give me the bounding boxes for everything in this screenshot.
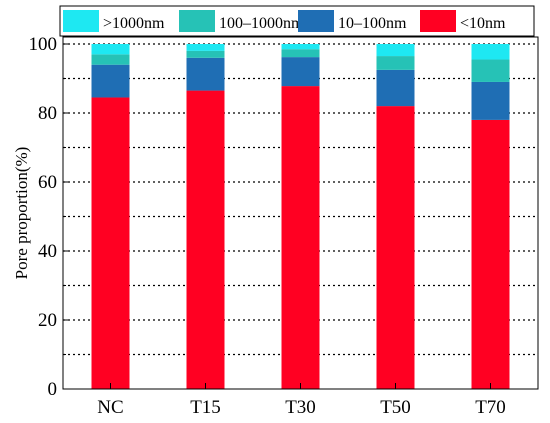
legend: >1000nm 100–1000nm 10–100nm <10nm [59, 5, 535, 37]
y-tick-label: 100 [29, 34, 58, 55]
bar-segment [471, 44, 510, 60]
bar-segment [91, 64, 130, 98]
bar-segment [91, 44, 130, 55]
legend-swatch [298, 10, 334, 32]
bar-segment [186, 50, 225, 58]
grid-lines [63, 43, 538, 356]
legend-label: <10nm [460, 15, 506, 32]
y-axis: 0 20 40 60 80 100 [29, 34, 69, 400]
bar-segment [91, 54, 130, 65]
legend-label: >1000nm [103, 15, 165, 32]
bar-segment [186, 90, 225, 389]
x-tick-label: T50 [380, 397, 411, 418]
legend-swatch [179, 10, 215, 32]
bar-segment [376, 44, 415, 57]
bar-segment [376, 106, 415, 389]
bars [91, 44, 510, 390]
bar-segment [281, 86, 320, 389]
bar-segment [186, 57, 225, 91]
bar-segment [281, 44, 320, 50]
y-tick-label: 80 [38, 103, 57, 124]
x-tick-label: NC [97, 397, 123, 418]
bar-segment [376, 69, 415, 107]
y-tick-label: 0 [48, 379, 58, 400]
y-tick-label: 60 [38, 172, 57, 193]
bar-segment [471, 59, 510, 82]
x-tick-label: T30 [285, 397, 316, 418]
bar-segment [376, 56, 415, 70]
legend-label: 100–1000nm [219, 15, 304, 32]
x-tick-label: T70 [475, 397, 506, 418]
bar-segment [281, 57, 320, 87]
bar-segment [186, 44, 225, 51]
bar-segment [281, 49, 320, 58]
y-axis-title: Pore proportion(%) [12, 147, 31, 280]
bar-segment [471, 119, 510, 390]
x-axis: NC T15 T30 T50 T70 [97, 383, 506, 418]
legend-label: 10–100nm [338, 15, 407, 32]
x-tick-label: T15 [190, 397, 221, 418]
y-tick-label: 40 [38, 241, 57, 262]
legend-swatch [63, 10, 99, 32]
y-tick-label: 20 [38, 310, 57, 331]
legend-swatch [420, 10, 456, 32]
bar-segment [471, 81, 510, 120]
bar-segment [91, 97, 130, 389]
